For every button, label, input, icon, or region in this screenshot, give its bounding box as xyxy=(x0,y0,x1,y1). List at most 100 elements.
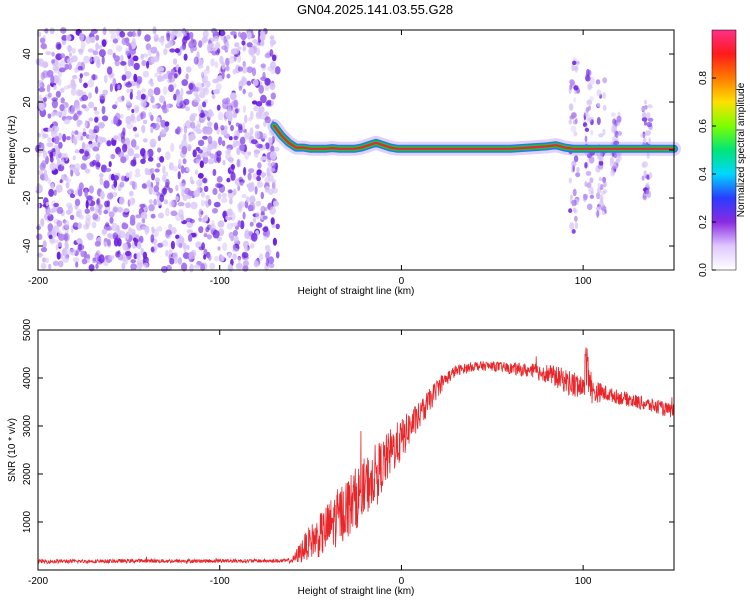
noise-blob xyxy=(44,27,49,34)
noise-blob xyxy=(274,146,280,152)
spread-blob xyxy=(644,99,647,105)
noise-blob xyxy=(65,242,69,250)
noise-blob xyxy=(190,121,196,129)
noise-blob xyxy=(53,202,59,208)
noise-blob xyxy=(255,101,263,107)
noise-blob xyxy=(195,158,201,164)
noise-blob xyxy=(260,39,265,47)
noise-blob xyxy=(84,189,88,198)
noise-blob xyxy=(176,94,183,103)
spread-blob xyxy=(595,79,601,85)
noise-blob xyxy=(70,169,74,177)
spread-blob xyxy=(613,130,617,138)
noise-blob xyxy=(112,205,119,214)
noise-blob xyxy=(66,136,71,141)
noise-blob xyxy=(76,239,83,244)
noise-blob xyxy=(84,208,91,214)
noise-blob xyxy=(201,191,205,198)
snr-y-tick-label: 2000 xyxy=(22,462,33,485)
noise-blob xyxy=(251,232,258,242)
noise-blob xyxy=(140,211,148,220)
noise-blob xyxy=(67,44,72,53)
noise-blob xyxy=(178,158,182,168)
noise-blob xyxy=(60,87,65,93)
snr-x-tick-label: -100 xyxy=(210,576,230,587)
noise-blob xyxy=(56,206,64,214)
noise-blob xyxy=(85,222,89,229)
noise-blob xyxy=(275,251,280,259)
noise-blob xyxy=(165,151,171,161)
noise-blob xyxy=(177,257,182,265)
noise-blob xyxy=(144,167,149,176)
spread-blob xyxy=(602,104,607,111)
noise-blob xyxy=(89,36,96,43)
noise-blob xyxy=(150,46,158,54)
noise-blob xyxy=(237,54,242,63)
spread-blob xyxy=(648,172,653,179)
noise-blob xyxy=(206,234,212,240)
spread-blob xyxy=(597,182,601,189)
noise-blob xyxy=(250,110,254,120)
noise-blob xyxy=(271,54,277,62)
noise-blob xyxy=(217,193,222,200)
spectrogram-x-tick-label: -200 xyxy=(28,276,48,287)
noise-blob xyxy=(225,110,233,119)
spread-blob xyxy=(569,79,575,86)
noise-blob xyxy=(227,103,232,113)
spread-blob xyxy=(601,211,606,216)
spread-blob xyxy=(598,160,604,166)
spread-blob xyxy=(602,77,608,84)
noise-blob xyxy=(100,190,105,200)
noise-blob xyxy=(112,191,118,197)
snr-line-series xyxy=(38,347,674,565)
spectrogram-x-tick-label: 100 xyxy=(575,276,592,287)
noise-blob xyxy=(94,206,98,215)
noise-blob xyxy=(182,158,187,165)
spread-blob xyxy=(585,75,591,82)
snr-frame xyxy=(37,329,675,571)
noise-blob xyxy=(225,65,230,72)
noise-blob xyxy=(264,52,272,59)
noise-blob xyxy=(95,42,99,51)
noise-blob xyxy=(107,233,113,239)
spread-blob xyxy=(647,104,653,109)
noise-blob xyxy=(129,91,133,100)
spread-blob xyxy=(647,117,654,122)
noise-blob xyxy=(93,106,98,111)
noise-blob xyxy=(163,100,167,109)
colorbar-tick-label: 0.4 xyxy=(698,167,709,181)
noise-blob xyxy=(86,195,93,201)
noise-blob xyxy=(126,100,131,106)
spread-blob xyxy=(599,184,604,191)
noise-blob xyxy=(107,192,114,200)
spread-blob xyxy=(646,112,651,119)
noise-blob xyxy=(58,67,66,73)
noise-blob xyxy=(115,227,120,234)
noise-blob xyxy=(46,142,54,148)
noise-blob xyxy=(125,231,130,240)
spread-blob xyxy=(646,151,650,159)
spread-blob xyxy=(598,156,604,162)
spread-blob xyxy=(571,229,576,234)
noise-blob xyxy=(242,252,249,259)
noise-blob xyxy=(157,147,162,153)
noise-blob xyxy=(207,135,213,145)
noise-blob xyxy=(121,95,125,102)
noise-blob xyxy=(142,138,148,143)
spread-blob xyxy=(613,140,620,146)
noise-blob xyxy=(242,60,246,68)
noise-blob xyxy=(153,243,159,250)
noise-blob xyxy=(79,73,84,79)
snr-y-tick-label: 3000 xyxy=(22,414,33,437)
noise-blob xyxy=(112,77,117,87)
noise-blob xyxy=(72,135,78,144)
noise-blob xyxy=(46,208,52,217)
spread-blob xyxy=(617,151,621,159)
noise-blob xyxy=(144,151,149,159)
noise-blob xyxy=(198,40,203,48)
noise-blob xyxy=(140,111,147,119)
noise-blob xyxy=(60,53,66,59)
spread-blob xyxy=(643,120,647,126)
noise-blob xyxy=(148,199,153,205)
noise-blob xyxy=(69,214,75,220)
